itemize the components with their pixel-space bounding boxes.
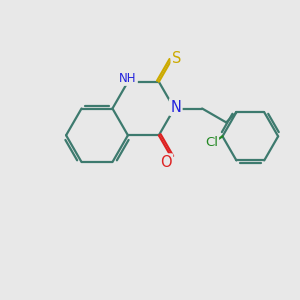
Text: Cl: Cl [205,136,218,149]
Text: N: N [170,100,181,115]
Text: NH: NH [119,72,137,85]
Text: S: S [172,51,181,66]
Text: O: O [160,155,172,170]
